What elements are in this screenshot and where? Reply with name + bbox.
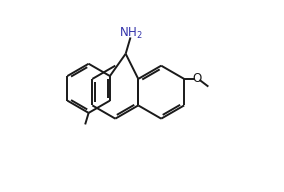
Text: O: O: [193, 72, 202, 85]
Text: NH$_2$: NH$_2$: [119, 26, 142, 41]
